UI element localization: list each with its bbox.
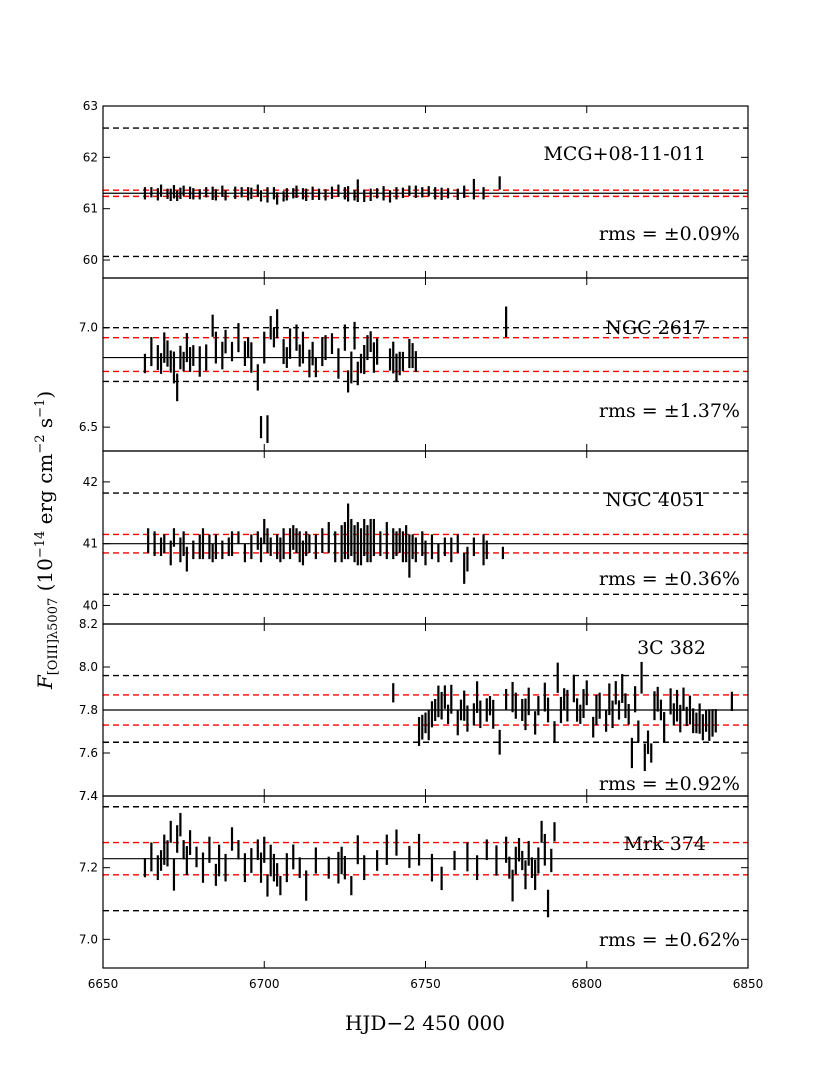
y-tick-label: 7.0 xyxy=(79,321,98,335)
x-tick-label: 6650 xyxy=(88,977,119,991)
y-tick-label: 41 xyxy=(83,537,98,551)
y-tick-label: 7.8 xyxy=(79,703,98,717)
y-label-mid2: s xyxy=(33,418,57,435)
panel-3: 7.4 7.6 7.8 8.0 8.2 3C 382 rms = ±0.92% xyxy=(79,617,749,803)
plot-area xyxy=(103,492,748,596)
y-label-exp1: −14 xyxy=(33,531,48,558)
panel-title: Mrk 374 xyxy=(624,833,706,855)
rms-label: rms = ±0.36% xyxy=(599,568,740,590)
panel-title: MCG+08-11-011 xyxy=(543,143,706,165)
panels: 60 61 62 63 MCG+08-11-011 rms = ±0.09% 6.5 7.0 N… xyxy=(79,99,749,969)
x-axis-label: HJD−2 450 000 xyxy=(345,1011,505,1035)
y-tick-label: 62 xyxy=(83,150,98,164)
panel-title: NGC 2617 xyxy=(605,317,706,339)
y-label-paren: (10 xyxy=(33,558,57,598)
y-label-exp3: −1 xyxy=(33,399,48,418)
y-tick-label: 7.6 xyxy=(79,746,98,760)
y-axis-label: F[OIII]λ5007 (10−14 erg cm−2 s−1) xyxy=(33,391,61,690)
y-label-mid: erg cm xyxy=(33,454,57,531)
x-tick-label: 6700 xyxy=(249,977,280,991)
y-label-sub: [OIII]λ5007 xyxy=(46,598,61,676)
rms-label: rms = ±1.37% xyxy=(599,400,740,422)
y-tick-label: 7.4 xyxy=(79,789,98,803)
panel-0: 60 61 62 63 MCG+08-11-011 rms = ±0.09% xyxy=(83,99,749,279)
y-tick-label: 42 xyxy=(83,475,98,489)
rms-label: rms = ±0.62% xyxy=(599,929,740,951)
rms-label: rms = ±0.09% xyxy=(599,223,740,245)
panel-1: 6.5 7.0 NGC 2617 rms = ±1.37% xyxy=(79,277,749,452)
x-tick-label: 6850 xyxy=(733,977,764,991)
y-label-exp2: −2 xyxy=(33,434,48,453)
plot-area xyxy=(103,127,748,258)
y-tick-label: 7.2 xyxy=(79,861,98,875)
x-tick-label: 6800 xyxy=(571,977,602,991)
plot-area xyxy=(103,806,748,918)
panel-title: NGC 4051 xyxy=(605,489,706,511)
y-tick-label: 60 xyxy=(83,253,98,267)
y-tick-label: 40 xyxy=(83,598,98,612)
panel-title: 3C 382 xyxy=(637,637,706,659)
plot-area xyxy=(103,306,748,443)
y-tick-label: 7.4 xyxy=(79,789,98,803)
y-label-main: F xyxy=(33,674,57,690)
y-tick-label: 8.2 xyxy=(79,617,98,631)
plot-area xyxy=(103,661,748,772)
rms-label: rms = ±0.92% xyxy=(599,773,740,795)
panel-4: 7.0 7.2 7.4 Mrk 374 rms = ±0.62% xyxy=(79,789,749,969)
y-label-close: ) xyxy=(33,391,57,399)
y-tick-label: 7.0 xyxy=(79,932,98,946)
y-tick-label: 61 xyxy=(83,202,98,216)
x-axis: 6650 6700 6750 6800 6850 xyxy=(88,977,764,991)
panel-2: 40 41 42 NGC 4051 rms = ±0.36% xyxy=(83,450,749,625)
x-tick-label: 6750 xyxy=(410,977,441,991)
y-tick-label: 63 xyxy=(83,99,98,113)
y-tick-label: 6.5 xyxy=(79,420,98,434)
y-tick-label: 8.0 xyxy=(79,660,98,674)
